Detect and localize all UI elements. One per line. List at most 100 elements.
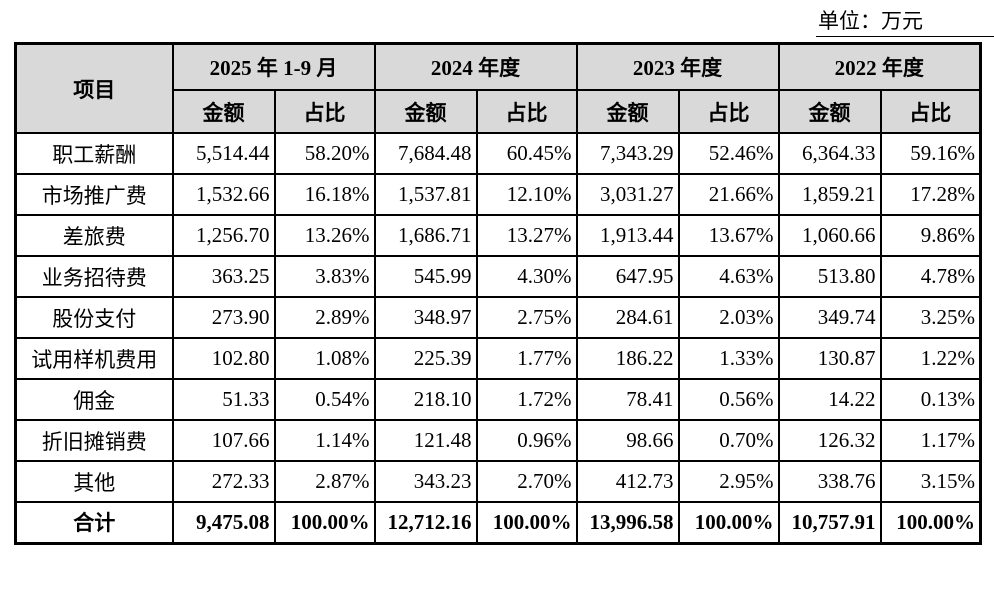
table-row: 股份支付 273.90 2.89% 348.97 2.75% 284.61 2.03% 349… (14, 296, 982, 339)
header-ratio: 占比 (879, 89, 982, 134)
ratio-cell: 13.26% (273, 214, 376, 257)
amount-cell: 273.90 (171, 296, 276, 339)
row-item-label: 市场推广费 (14, 173, 174, 216)
amount-cell: 412.73 (575, 460, 680, 503)
table-body: 职工薪酬 5,514.44 58.20% 7,684.48 60.45% 7,343.29… (14, 132, 982, 544)
amount-cell: 13,996.58 (575, 501, 680, 544)
amount-cell: 348.97 (373, 296, 478, 339)
ratio-cell: 4.30% (475, 255, 578, 298)
header-period-2025: 2025 年 1-9 月 (171, 42, 376, 91)
header-sub-row: 金额 占比 金额 占比 金额 占比 金额 占比 (16, 89, 982, 134)
ratio-cell: 2.89% (273, 296, 376, 339)
ratio-cell: 1.33% (677, 337, 780, 380)
ratio-cell: 2.87% (273, 460, 376, 503)
row-item-label: 股份支付 (14, 296, 174, 339)
ratio-cell: 4.78% (879, 255, 982, 298)
ratio-cell: 0.54% (273, 378, 376, 421)
ratio-cell: 1.22% (879, 337, 982, 380)
table-row: 佣金 51.33 0.54% 218.10 1.72% 78.41 0.56% 14.22 0.… (14, 378, 982, 421)
amount-cell: 1,532.66 (171, 173, 276, 216)
ratio-cell: 3.25% (879, 296, 982, 339)
header-amount: 金额 (171, 89, 276, 134)
ratio-cell: 0.13% (879, 378, 982, 421)
amount-cell: 349.74 (777, 296, 882, 339)
row-item-label: 折旧摊销费 (14, 419, 174, 462)
table-row: 其他 272.33 2.87% 343.23 2.70% 412.73 2.95% 338.7… (14, 460, 982, 503)
table-header: 项目 2025 年 1-9 月 2024 年度 2023 年度 2022 年度 … (14, 42, 982, 134)
table-row: 试用样机费用 102.80 1.08% 225.39 1.77% 186.22 1.33% 1… (14, 337, 982, 380)
amount-cell: 513.80 (777, 255, 882, 298)
ratio-cell: 21.66% (677, 173, 780, 216)
ratio-cell: 17.28% (879, 173, 982, 216)
row-item-label: 佣金 (14, 378, 174, 421)
ratio-cell: 52.46% (677, 132, 780, 175)
header-ratio: 占比 (475, 89, 578, 134)
table-row: 职工薪酬 5,514.44 58.20% 7,684.48 60.45% 7,343.29… (14, 132, 982, 175)
header-ratio: 占比 (677, 89, 780, 134)
ratio-cell: 58.20% (273, 132, 376, 175)
amount-cell: 1,686.71 (373, 214, 478, 257)
ratio-cell: 1.72% (475, 378, 578, 421)
row-item-label: 差旅费 (14, 214, 174, 257)
total-row: 合计 9,475.08 100.00% 12,712.16 100.00% 13,996.… (14, 501, 982, 544)
ratio-cell: 13.67% (677, 214, 780, 257)
amount-cell: 126.32 (777, 419, 882, 462)
amount-cell: 121.48 (373, 419, 478, 462)
ratio-cell: 1.17% (879, 419, 982, 462)
table-row: 业务招待费 363.25 3.83% 545.99 4.30% 647.95 4.63% 51… (14, 255, 982, 298)
ratio-cell: 3.15% (879, 460, 982, 503)
ratio-cell: 1.77% (475, 337, 578, 380)
row-item-label: 职工薪酬 (14, 132, 174, 175)
row-item-label: 其他 (14, 460, 174, 503)
ratio-cell: 4.63% (677, 255, 780, 298)
amount-cell: 363.25 (171, 255, 276, 298)
header-period-2024: 2024 年度 (373, 42, 578, 91)
amount-cell: 1,537.81 (373, 173, 478, 216)
unit-label: 单位：万元 (816, 7, 994, 37)
amount-cell: 7,343.29 (575, 132, 680, 175)
ratio-cell: 1.14% (273, 419, 376, 462)
ratio-cell: 2.03% (677, 296, 780, 339)
header-period-row: 项目 2025 年 1-9 月 2024 年度 2023 年度 2022 年度 (14, 42, 982, 134)
amount-cell: 6,364.33 (777, 132, 882, 175)
amount-cell: 284.61 (575, 296, 680, 339)
ratio-cell: 9.86% (879, 214, 982, 257)
row-item-label: 试用样机费用 (14, 337, 174, 380)
amount-cell: 102.80 (171, 337, 276, 380)
amount-cell: 1,060.66 (777, 214, 882, 257)
amount-cell: 14.22 (777, 378, 882, 421)
amount-cell: 7,684.48 (373, 132, 478, 175)
amount-cell: 3,031.27 (575, 173, 680, 216)
amount-cell: 343.23 (373, 460, 478, 503)
ratio-cell: 2.70% (475, 460, 578, 503)
table-row: 折旧摊销费 107.66 1.14% 121.48 0.96% 98.66 0.70% 126… (14, 419, 982, 462)
amount-cell: 5,514.44 (171, 132, 276, 175)
header-amount: 金额 (777, 89, 882, 134)
expense-table: 项目 2025 年 1-9 月 2024 年度 2023 年度 2022 年度 … (14, 42, 982, 545)
ratio-cell: 0.96% (475, 419, 578, 462)
ratio-cell: 2.95% (677, 460, 780, 503)
amount-cell: 130.87 (777, 337, 882, 380)
header-ratio: 占比 (273, 89, 376, 134)
ratio-cell: 12.10% (475, 173, 578, 216)
amount-cell: 98.66 (575, 419, 680, 462)
amount-cell: 225.39 (373, 337, 478, 380)
ratio-cell: 16.18% (273, 173, 376, 216)
amount-cell: 272.33 (171, 460, 276, 503)
header-item: 项目 (14, 42, 174, 134)
ratio-cell: 13.27% (475, 214, 578, 257)
ratio-cell: 2.75% (475, 296, 578, 339)
amount-cell: 12,712.16 (373, 501, 478, 544)
amount-cell: 78.41 (575, 378, 680, 421)
amount-cell: 1,859.21 (777, 173, 882, 216)
amount-cell: 218.10 (373, 378, 478, 421)
row-item-label: 合计 (14, 501, 174, 544)
amount-cell: 1,913.44 (575, 214, 680, 257)
table-row: 市场推广费 1,532.66 16.18% 1,537.81 12.10% 3,031.2… (14, 173, 982, 216)
header-amount: 金额 (373, 89, 478, 134)
row-item-label: 业务招待费 (14, 255, 174, 298)
amount-cell: 51.33 (171, 378, 276, 421)
header-amount: 金额 (575, 89, 680, 134)
ratio-cell: 3.83% (273, 255, 376, 298)
